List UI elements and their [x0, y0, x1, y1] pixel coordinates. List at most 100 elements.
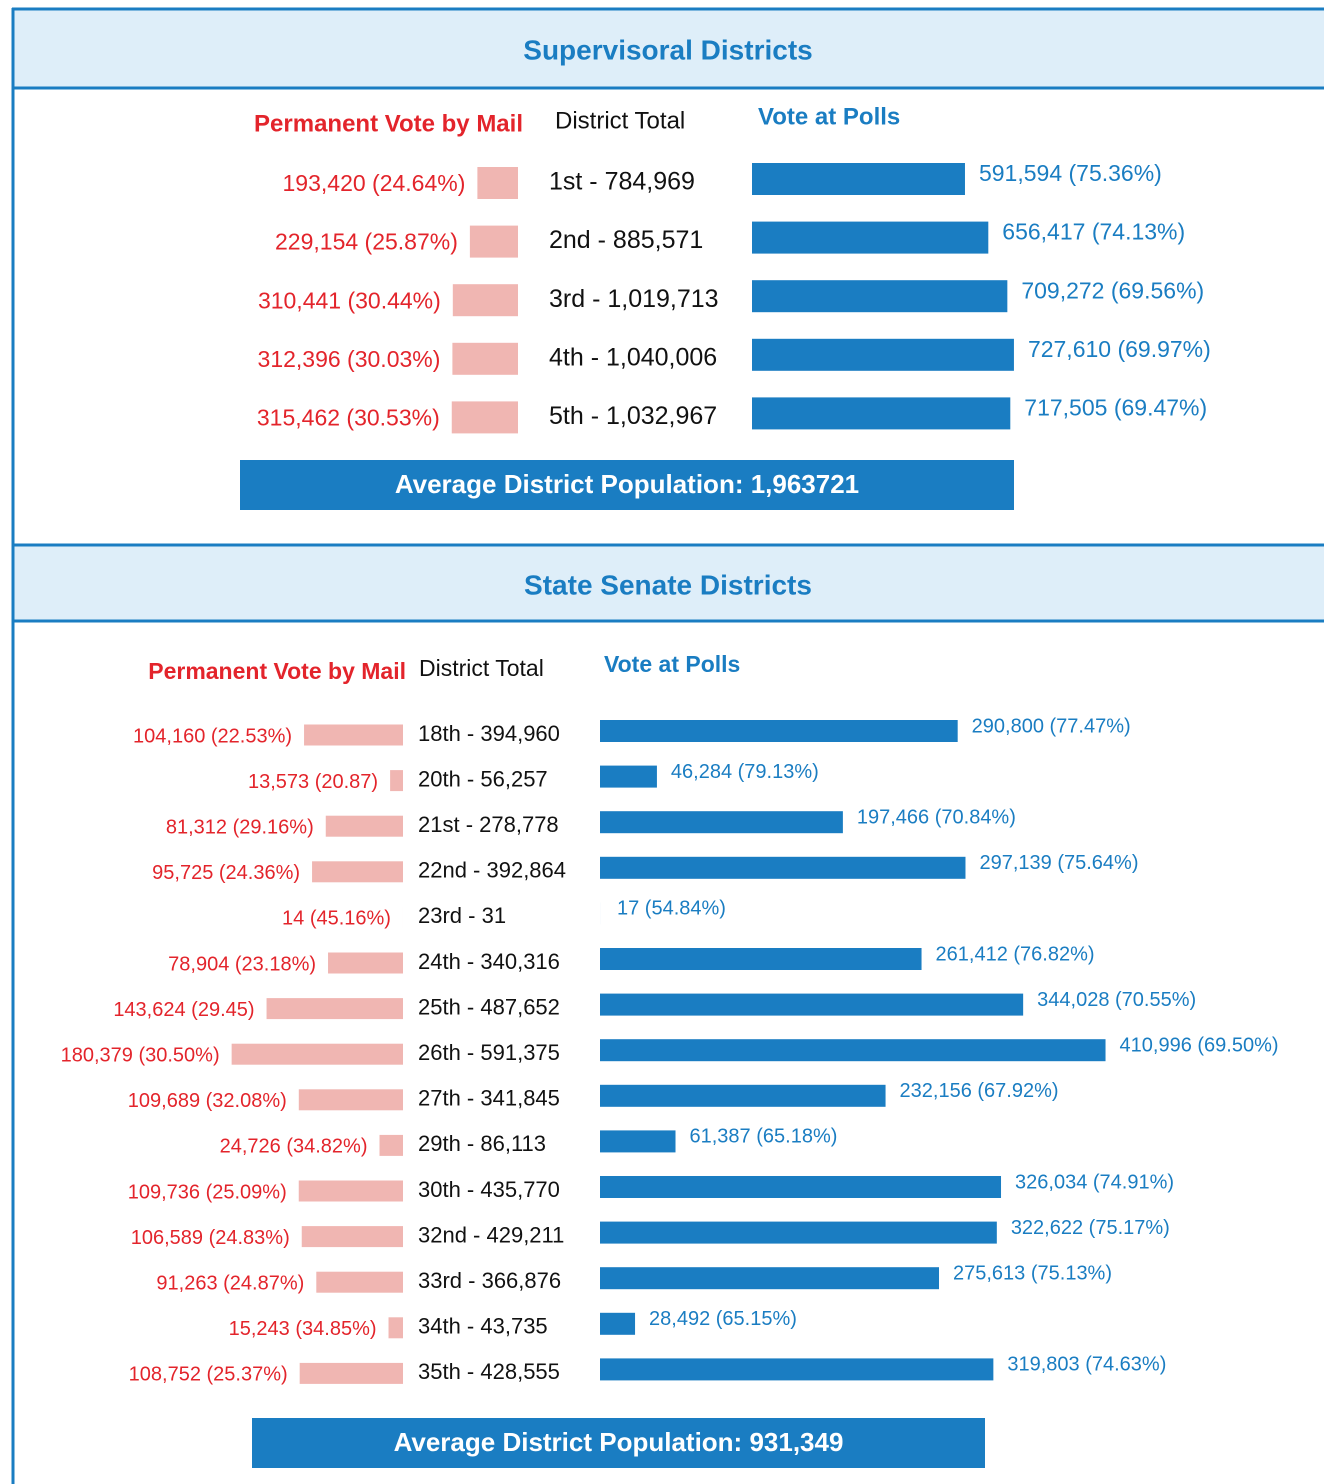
- bar: [600, 1039, 1106, 1062]
- bar: [469, 225, 518, 258]
- value-label: 106,589 (24.83%): [131, 1227, 290, 1249]
- bar: [316, 1271, 403, 1293]
- bar: [752, 338, 1014, 371]
- value-label: 315,462 (30.53%): [257, 404, 440, 430]
- bar: [600, 856, 966, 879]
- bar: [600, 720, 958, 742]
- bar: [266, 998, 403, 1020]
- category-label: 24th - 340,316: [418, 949, 560, 974]
- bar: [325, 815, 403, 837]
- bar: [752, 280, 1008, 313]
- value-label: 143,624 (29.45): [113, 999, 254, 1021]
- category-label: 30th - 435,770: [418, 1177, 560, 1202]
- legend-label: Permanent Vote by Mail: [254, 110, 523, 137]
- bar: [600, 948, 922, 970]
- value-label: 81,312 (29.16%): [166, 816, 314, 838]
- value-label: 232,156 (67.92%): [900, 1080, 1059, 1102]
- value-label: 28,492 (65.15%): [649, 1308, 797, 1330]
- bar: [600, 1176, 1002, 1198]
- bar: [390, 770, 403, 792]
- bar: [452, 342, 518, 375]
- value-label: 91,263 (24.87%): [156, 1272, 304, 1294]
- value-label: 193,420 (24.64%): [283, 170, 466, 196]
- value-label: 275,613 (75.13%): [953, 1262, 1112, 1284]
- value-label: 197,466 (70.84%): [857, 806, 1016, 828]
- category-label: 18th - 394,960: [418, 721, 560, 746]
- bar: [328, 952, 403, 974]
- header-band: [12, 545, 1324, 621]
- value-label: 109,689 (32.08%): [128, 1090, 287, 1112]
- bar: [752, 163, 965, 195]
- bar: [752, 397, 1011, 430]
- bar: [388, 1317, 403, 1339]
- category-label: 1st - 784,969: [549, 168, 695, 196]
- value-label: 717,505 (69.47%): [1024, 394, 1207, 420]
- value-label: 319,803 (74.63%): [1007, 1354, 1166, 1376]
- bar: [600, 811, 843, 834]
- bar: [477, 167, 518, 199]
- bar: [312, 861, 403, 883]
- footer-text: Average District Population: 1,963721: [395, 469, 859, 499]
- value-label: 310,441 (30.44%): [258, 287, 441, 313]
- category-label: 21st - 278,778: [418, 812, 559, 837]
- value-label: 24,726 (34.82%): [220, 1136, 368, 1158]
- column-header: District Total: [555, 107, 685, 134]
- value-label: 410,996 (69.50%): [1120, 1034, 1279, 1056]
- value-label: 709,272 (69.56%): [1021, 277, 1204, 303]
- footer-text: Average District Population: 931,349: [394, 1427, 844, 1457]
- value-label: 591,594 (75.36%): [979, 160, 1162, 186]
- value-label: 322,622 (75.17%): [1011, 1217, 1170, 1239]
- value-label: 656,417 (74.13%): [1002, 219, 1185, 245]
- value-label: 46,284 (79.13%): [671, 761, 819, 783]
- column-header: District Total: [419, 655, 544, 681]
- bar: [452, 284, 518, 317]
- value-label: 261,412 (76.82%): [936, 943, 1095, 965]
- category-label: 25th - 487,652: [418, 994, 560, 1019]
- bar: [752, 221, 989, 254]
- value-label: 95,725 (24.36%): [152, 862, 300, 884]
- category-label: 2nd - 885,571: [549, 226, 703, 254]
- footer-bar: [240, 460, 1014, 510]
- legend-label: Permanent Vote by Mail: [148, 658, 406, 684]
- value-label: 15,243 (34.85%): [229, 1318, 377, 1340]
- legend-label: Vote at Polls: [604, 651, 740, 677]
- bar: [600, 1267, 940, 1290]
- bar: [600, 1312, 636, 1335]
- bar: [299, 1362, 403, 1384]
- value-label: 344,028 (70.55%): [1037, 989, 1196, 1011]
- category-label: 29th - 86,113: [418, 1131, 546, 1156]
- bar: [301, 1226, 403, 1248]
- category-label: 23rd - 31: [418, 903, 506, 928]
- chart-title: Supervisoral Districts: [523, 34, 812, 65]
- value-label: 727,610 (69.97%): [1028, 336, 1211, 362]
- category-label: 4th - 1,040,006: [549, 343, 717, 371]
- value-label: 17 (54.84%): [617, 898, 726, 920]
- bar: [298, 1180, 403, 1202]
- bar: [600, 1358, 994, 1381]
- category-label: 3rd - 1,019,713: [549, 285, 719, 313]
- header-band: [12, 8, 1324, 88]
- category-label: 34th - 43,735: [418, 1314, 548, 1339]
- value-label: 229,154 (25.87%): [275, 229, 458, 255]
- value-label: 14 (45.16%): [282, 908, 391, 930]
- value-label: 13,573 (20.87): [248, 771, 378, 793]
- value-label: 180,379 (30.50%): [61, 1044, 220, 1066]
- bar: [379, 1134, 403, 1156]
- footer-bar: [252, 1418, 985, 1468]
- category-label: 33rd - 366,876: [418, 1268, 561, 1293]
- value-label: 108,752 (25.37%): [129, 1364, 288, 1386]
- category-label: 26th - 591,375: [418, 1040, 560, 1065]
- value-label: 109,736 (25.09%): [128, 1181, 287, 1203]
- value-label: 312,396 (30.03%): [258, 346, 441, 372]
- value-label: 326,034 (74.91%): [1015, 1171, 1174, 1193]
- category-label: 20th - 56,257: [418, 766, 548, 791]
- category-label: 35th - 428,555: [418, 1359, 560, 1384]
- bar: [600, 1221, 997, 1244]
- bar: [600, 765, 657, 788]
- bar: [600, 1130, 676, 1153]
- category-label: 27th - 341,845: [418, 1086, 560, 1111]
- category-label: 5th - 1,032,967: [549, 402, 717, 430]
- bar: [451, 401, 518, 434]
- value-label: 290,800 (77.47%): [972, 715, 1131, 737]
